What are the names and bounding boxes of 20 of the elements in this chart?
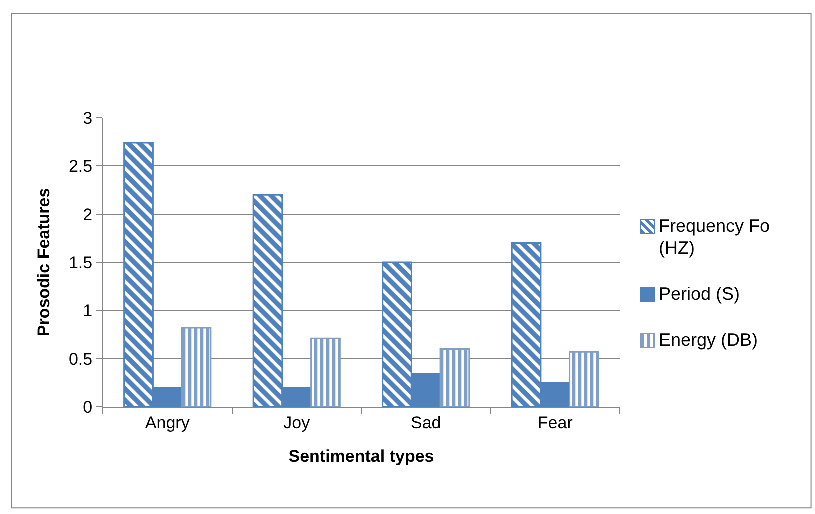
y-axis-title: Prosodic Features bbox=[34, 188, 54, 337]
y-tick-label: 0.5 bbox=[68, 350, 93, 369]
bar bbox=[440, 348, 470, 407]
bar bbox=[310, 338, 341, 407]
legend-label: Energy (DB) bbox=[659, 329, 758, 351]
y-tick-label: 3 bbox=[83, 108, 93, 128]
legend-label: Period (S) bbox=[659, 283, 740, 305]
bar bbox=[181, 327, 212, 407]
y-tick-label: 2 bbox=[83, 205, 93, 224]
y-tick-label: 0 bbox=[83, 398, 93, 417]
x-tick-label: Sad bbox=[411, 413, 442, 432]
y-tick-label: 1.5 bbox=[68, 253, 93, 272]
x-tick-label: Angry bbox=[145, 413, 190, 432]
bar bbox=[569, 351, 600, 407]
x-tick-label: Fear bbox=[538, 413, 574, 432]
x-tick-label: Joy bbox=[284, 413, 311, 432]
legend-label: Frequency Fo (HZ) bbox=[659, 215, 772, 259]
y-tick-label: 2.5 bbox=[68, 157, 93, 176]
y-tick-label: 1 bbox=[83, 302, 93, 321]
x-axis-title: Sentimental types bbox=[288, 446, 434, 466]
